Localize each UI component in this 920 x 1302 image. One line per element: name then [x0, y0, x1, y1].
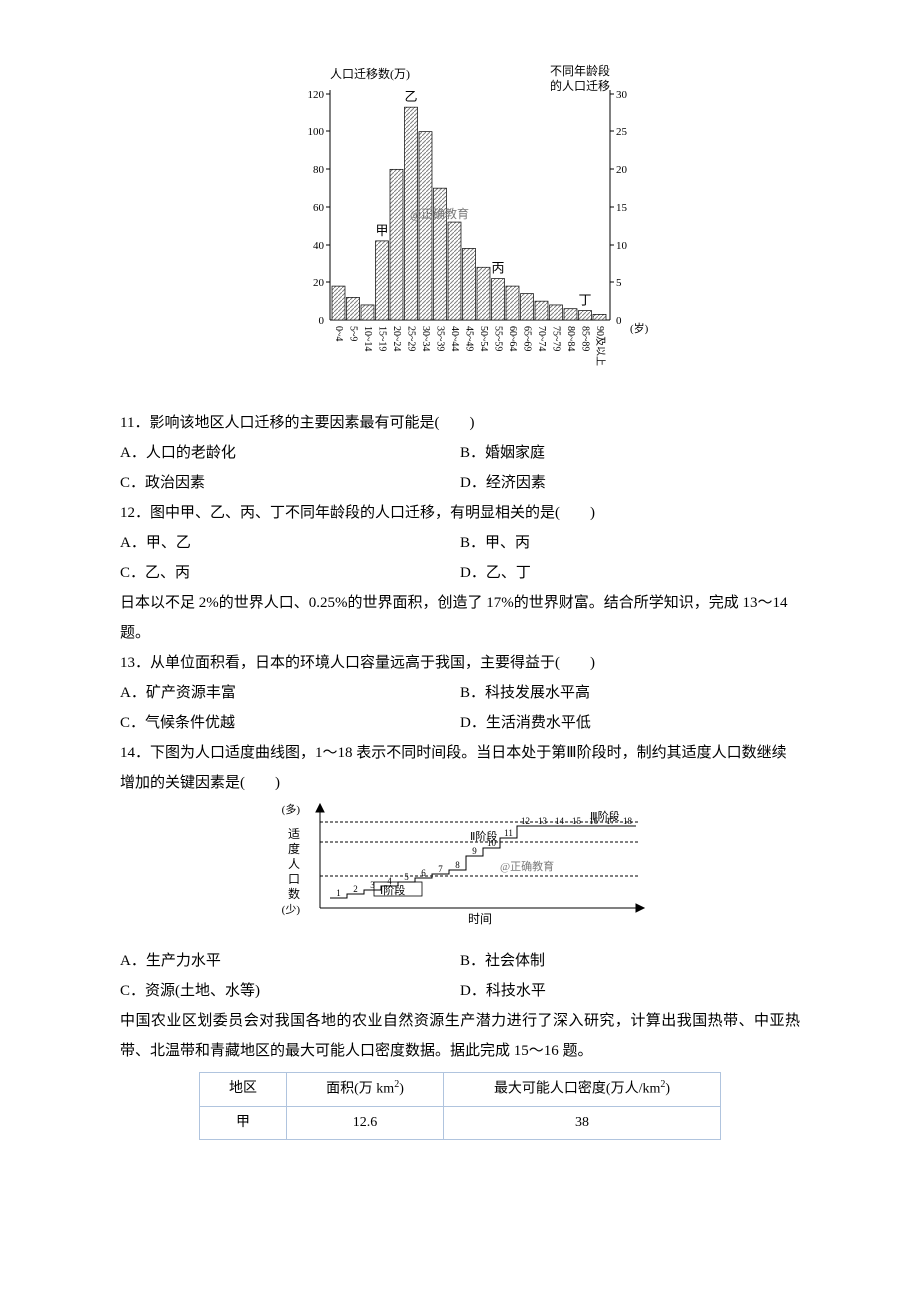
q14-opt-b: B．社会体制: [460, 953, 545, 969]
q12-opt-a: A．甲、乙: [120, 535, 191, 551]
left-axis-title: 人口迁移数(万): [330, 66, 410, 81]
svg-text:人: 人: [288, 857, 300, 871]
svg-text:35~39: 35~39: [435, 326, 446, 351]
svg-text:8: 8: [455, 860, 460, 870]
svg-text:55~59: 55~59: [493, 326, 504, 351]
svg-text:甲: 甲: [375, 223, 388, 238]
q13-options: A．矿产资源丰富 B．科技发展水平高 C．气候条件优越 D．生活消费水平低: [120, 678, 800, 738]
svg-text:Ⅰ阶段: Ⅰ阶段: [380, 883, 405, 897]
svg-text:50~54: 50~54: [478, 326, 489, 351]
svg-text:13: 13: [538, 816, 548, 826]
svg-text:0: 0: [616, 315, 622, 327]
q12-options: A．甲、乙 B．甲、丙 C．乙、丙 D．乙、丁: [120, 528, 800, 588]
svg-text:80~84: 80~84: [565, 326, 576, 351]
density-table-wrap: 地区面积(万 km2)最大可能人口密度(万人/km2)甲12.638: [120, 1072, 800, 1140]
svg-text:120: 120: [308, 89, 325, 101]
q11-stem: 11．影响该地区人口迁移的主要因素最有可能是( ): [120, 408, 800, 438]
q14-opt-a: A．生产力水平: [120, 953, 221, 969]
svg-text:45~49: 45~49: [464, 326, 475, 351]
svg-text:Ⅱ阶段: Ⅱ阶段: [470, 829, 497, 843]
svg-text:40~44: 40~44: [449, 326, 460, 351]
svg-text:5~9: 5~9: [348, 326, 359, 341]
svg-text:30: 30: [616, 89, 628, 101]
svg-text:度: 度: [288, 841, 300, 856]
q12-opt-b: B．甲、丙: [460, 535, 530, 551]
q13-stem: 13．从单位面积看，日本的环境人口容量远高于我国，主要得益于( ): [120, 648, 800, 678]
svg-text:@正确教育: @正确教育: [500, 859, 554, 873]
svg-text:18: 18: [623, 816, 633, 826]
svg-text:0: 0: [319, 315, 325, 327]
optimum-population-chart: (多) (少) 适 度 人 口 数 时间 1234567891011121314…: [260, 798, 660, 928]
china-intro: 中国农业区划委员会对我国各地的农业自然资源生产潜力进行了深入研究，计算出我国热带…: [120, 1006, 800, 1066]
svg-text:15~19: 15~19: [377, 326, 388, 351]
svg-text:12: 12: [521, 816, 530, 826]
q11-opt-d: D．经济因素: [460, 475, 546, 491]
svg-text:90及以上: 90及以上: [594, 326, 606, 366]
q14-opt-d: D．科技水平: [460, 983, 546, 999]
svg-text:5: 5: [616, 277, 622, 289]
q13-opt-c: C．气候条件优越: [120, 715, 235, 731]
svg-text:70~74: 70~74: [536, 326, 547, 351]
svg-text:时间: 时间: [468, 912, 492, 926]
svg-text:60: 60: [313, 202, 325, 214]
svg-text:2: 2: [353, 884, 358, 894]
right-axis-title-l2: 的人口迁移: [550, 78, 610, 93]
svg-text:85~89: 85~89: [580, 326, 591, 351]
svg-text:适: 适: [288, 827, 300, 841]
q14-opt-c: C．资源(土地、水等): [120, 983, 260, 999]
q13-opt-d: D．生活消费水平低: [460, 715, 591, 731]
svg-text:15: 15: [616, 202, 628, 214]
svg-text:数: 数: [288, 886, 300, 901]
svg-text:25~29: 25~29: [406, 326, 417, 351]
svg-text:(岁): (岁): [630, 321, 649, 335]
svg-text:1: 1: [336, 888, 341, 898]
svg-text:丙: 丙: [491, 261, 504, 276]
svg-text:40: 40: [313, 240, 325, 252]
svg-text:100: 100: [308, 126, 325, 138]
q11-options: A．人口的老龄化 B．婚姻家庭 C．政治因素 D．经济因素: [120, 438, 800, 498]
svg-text:3: 3: [370, 880, 375, 890]
q11-opt-c: C．政治因素: [120, 475, 205, 491]
svg-text:9: 9: [472, 846, 477, 856]
q12-stem: 12．图中甲、乙、丙、丁不同年龄段的人口迁移，有明显相关的是( ): [120, 498, 800, 528]
svg-text:5: 5: [404, 872, 409, 882]
watermark: @正确教育: [410, 206, 469, 221]
q11-opt-b: B．婚姻家庭: [460, 445, 545, 461]
svg-text:60~64: 60~64: [507, 326, 518, 351]
q12-opt-d: D．乙、丁: [460, 565, 531, 581]
page: 人口迁移数(万) 不同年龄段 的人口迁移 0 20 40 60 80 100 1…: [0, 0, 920, 1220]
migration-bar-chart: 人口迁移数(万) 不同年龄段 的人口迁移 0 20 40 60 80 100 1…: [250, 60, 670, 390]
q14-stem: 14．下图为人口适度曲线图，1～18 表示不同时间段。当日本处于第Ⅲ阶段时，制约…: [120, 738, 800, 798]
svg-text:7: 7: [438, 864, 443, 874]
svg-text:14: 14: [555, 816, 565, 826]
svg-text:(多): (多): [282, 802, 301, 816]
svg-text:65~69: 65~69: [522, 326, 533, 351]
svg-text:15: 15: [572, 816, 582, 826]
q12-opt-c: C．乙、丙: [120, 565, 190, 581]
svg-text:口: 口: [288, 872, 300, 886]
svg-text:30~34: 30~34: [420, 326, 431, 351]
right-axis-title-l1: 不同年龄段: [550, 63, 610, 78]
q11-opt-a: A．人口的老龄化: [120, 445, 236, 461]
svg-text:20: 20: [616, 164, 628, 176]
q13-opt-a: A．矿产资源丰富: [120, 685, 236, 701]
svg-text:75~79: 75~79: [551, 326, 562, 351]
svg-text:0~4: 0~4: [333, 326, 344, 341]
japan-intro: 日本以不足 2%的世界人口、0.25%的世界面积，创造了 17%的世界财富。结合…: [120, 588, 800, 648]
svg-text:Ⅲ阶段: Ⅲ阶段: [590, 809, 620, 823]
density-table: 地区面积(万 km2)最大可能人口密度(万人/km2)甲12.638: [199, 1072, 721, 1140]
q13-opt-b: B．科技发展水平高: [460, 685, 590, 701]
svg-text:11: 11: [504, 828, 513, 838]
svg-text:20: 20: [313, 277, 325, 289]
svg-text:25: 25: [616, 126, 628, 138]
svg-text:10: 10: [616, 240, 628, 252]
svg-text:20~24: 20~24: [391, 326, 402, 351]
svg-text:(少): (少): [282, 903, 301, 916]
svg-text:80: 80: [313, 164, 325, 176]
svg-text:丁: 丁: [578, 293, 591, 308]
q14-options: A．生产力水平 B．社会体制 C．资源(土地、水等) D．科技水平: [120, 946, 800, 1006]
svg-text:乙: 乙: [404, 89, 417, 104]
svg-text:10~14: 10~14: [362, 326, 373, 351]
